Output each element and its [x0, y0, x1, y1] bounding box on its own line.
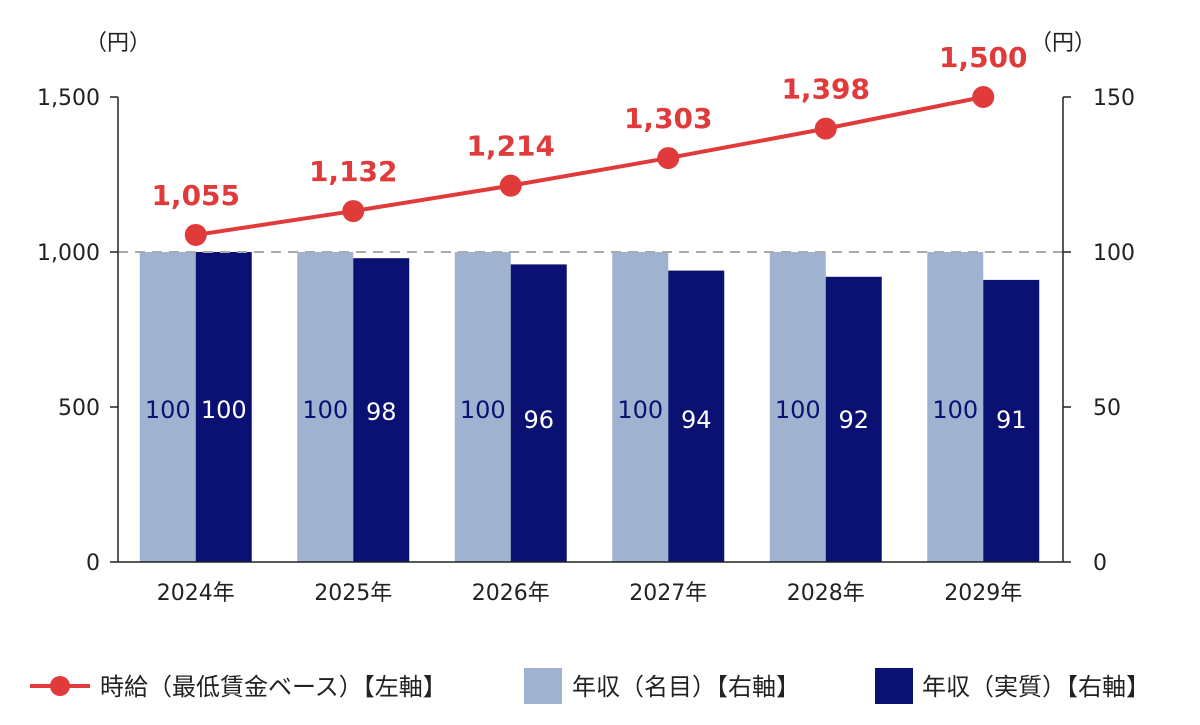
x-tick-label: 2028年 [787, 581, 865, 606]
left-tick-label: 500 [58, 396, 100, 421]
bar-label-nominal: 100 [460, 396, 506, 424]
left-axis-unit: （円） [85, 31, 151, 56]
bar-nominal [139, 252, 196, 562]
bar-label-real: 100 [201, 396, 247, 424]
x-tick-label: 2026年 [472, 581, 550, 606]
bar-real [983, 279, 1040, 562]
legend-swatch-real [875, 668, 913, 704]
x-tick-label: 2027年 [629, 581, 707, 606]
bar-nominal [769, 252, 826, 562]
wage-point [972, 86, 995, 108]
right-tick-label: 50 [1093, 396, 1121, 421]
wage-point [657, 147, 680, 170]
wage-point [814, 117, 837, 140]
bar-nominal [927, 252, 984, 562]
legend-label-wage: 時給（最低賃金ベース）【左軸】 [100, 673, 447, 701]
bar-real [825, 276, 882, 562]
wage-label: 1,500 [939, 41, 1028, 74]
wage-label: 1,055 [151, 179, 240, 212]
bar-real [195, 252, 252, 562]
wage-label: 1,303 [624, 102, 713, 135]
right-tick-label: 150 [1093, 86, 1135, 111]
bar-nominal [612, 252, 669, 562]
bar-label-real: 91 [996, 406, 1027, 434]
x-tick-label: 2024年 [157, 581, 235, 606]
bar-label-nominal: 100 [617, 396, 663, 424]
right-axis-unit: （円） [1030, 31, 1096, 56]
legend-label-nominal: 年収（名目）【右軸】 [572, 673, 800, 701]
legend-line-marker [50, 676, 70, 696]
bar-label-nominal: 100 [145, 396, 191, 424]
bar-label-real: 94 [681, 406, 712, 434]
bar-label-real: 96 [523, 406, 554, 434]
bar-label-nominal: 100 [932, 396, 978, 424]
wage-point [499, 174, 522, 197]
legend-label-real: 年収（実質）【右軸】 [922, 673, 1150, 701]
wage-line [195, 95, 984, 237]
wage-point [184, 223, 207, 246]
left-tick-label: 1,500 [37, 86, 100, 111]
wage-label: 1,132 [309, 155, 398, 188]
bar-label-nominal: 100 [775, 396, 821, 424]
wage-point [342, 200, 365, 223]
x-tick-label: 2029年 [944, 581, 1022, 606]
x-tick-label: 2025年 [314, 581, 392, 606]
left-tick-label: 1,000 [37, 241, 100, 266]
bar-real [510, 264, 567, 562]
bar-real [668, 270, 725, 562]
legend-swatch-nominal [524, 668, 562, 704]
bar-nominal [297, 252, 354, 562]
bar-label-real: 92 [838, 406, 869, 434]
right-tick-label: 100 [1093, 241, 1135, 266]
bar-label-nominal: 100 [302, 396, 348, 424]
left-tick-label: 0 [86, 551, 100, 576]
wage-label: 1,398 [781, 73, 870, 106]
right-tick-label: 0 [1093, 551, 1107, 576]
wage-label: 1,214 [466, 130, 555, 163]
bar-real [353, 258, 410, 562]
bar-nominal [454, 252, 511, 562]
bar-label-real: 98 [366, 398, 397, 426]
